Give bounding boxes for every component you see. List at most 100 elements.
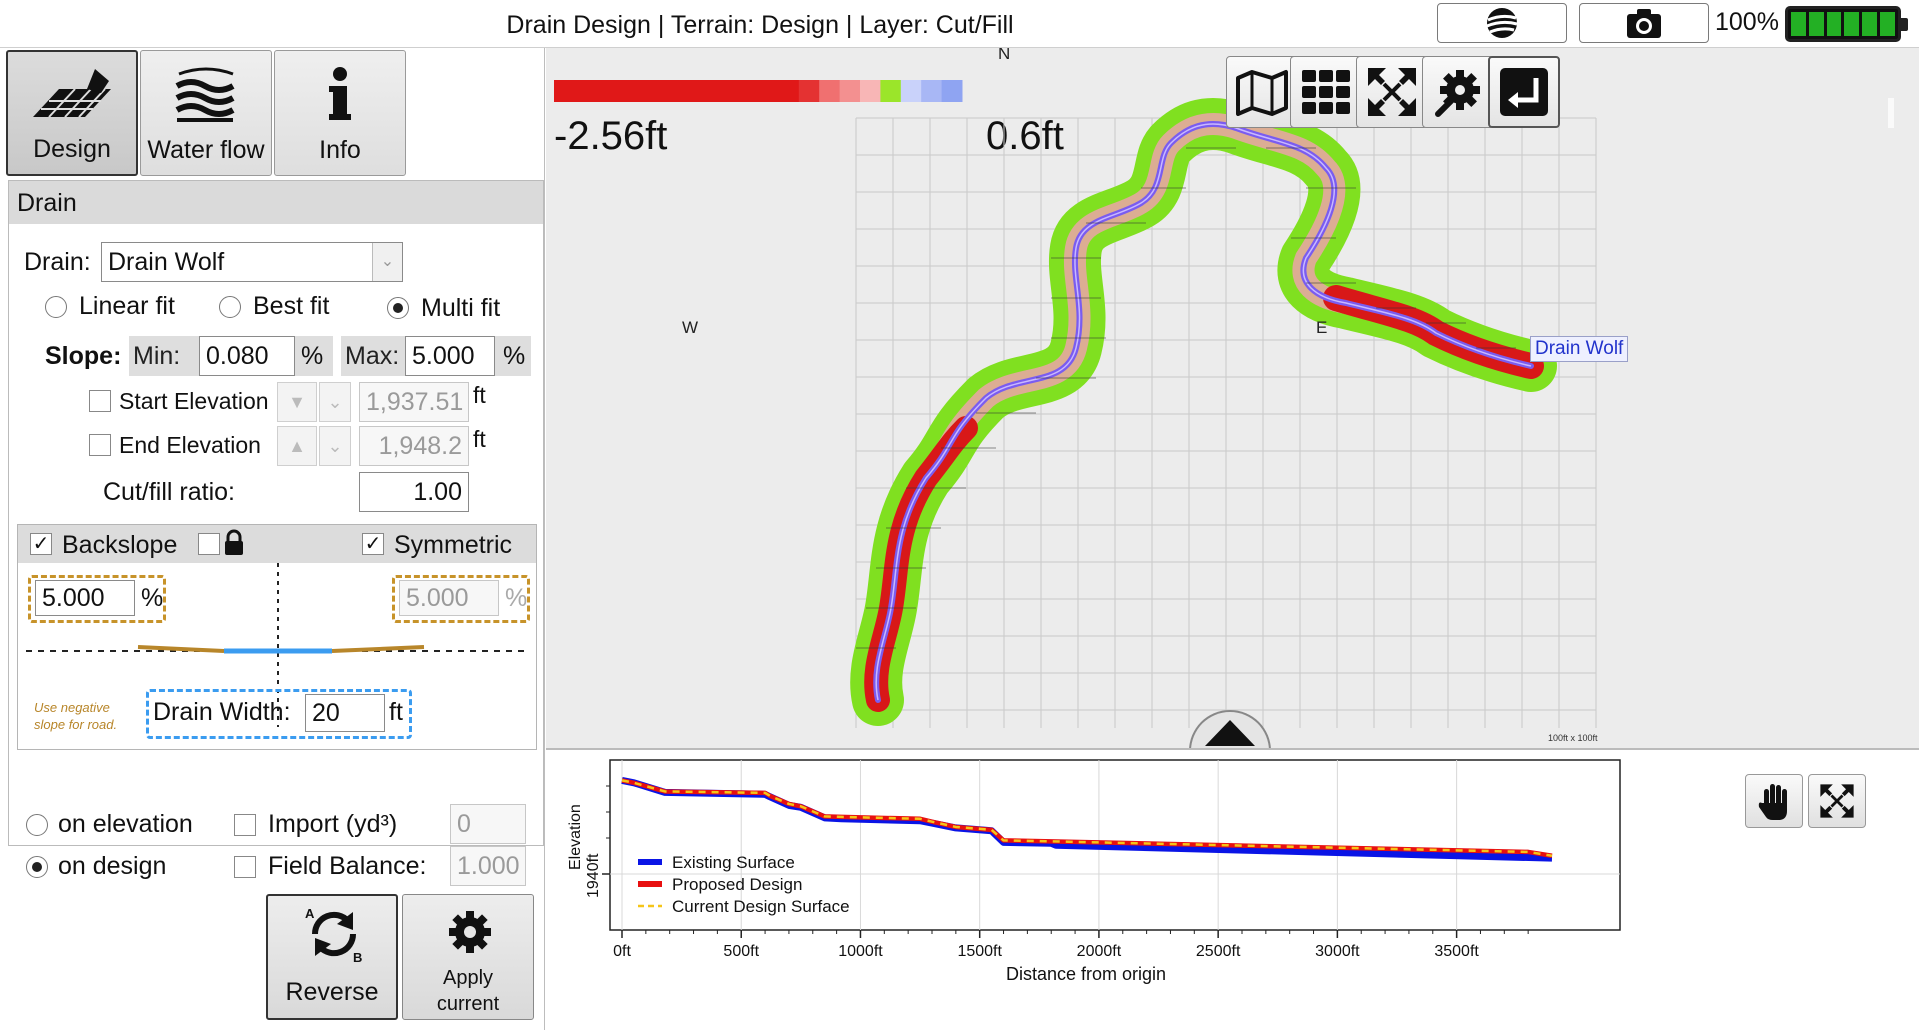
exit-icon	[1500, 68, 1548, 116]
window-title: Drain Design | Terrain: Design | Layer: …	[506, 11, 1014, 39]
cut-fill-label: Cut/fill ratio:	[103, 478, 235, 506]
gear-icon	[449, 911, 491, 953]
globe-icon	[1486, 8, 1518, 38]
grid-icon	[1302, 70, 1350, 114]
slope-min-input[interactable]: 0.080	[199, 336, 295, 376]
on-elevation-radio[interactable]	[26, 814, 48, 836]
multi-fit-radio[interactable]	[387, 297, 409, 319]
map-layer-button[interactable]	[1226, 56, 1298, 128]
start-elevation-down-button[interactable]: ▼	[277, 382, 317, 422]
pan-button[interactable]	[1745, 774, 1803, 828]
map-settings-button[interactable]	[1422, 56, 1494, 128]
tab-label: Info	[319, 136, 361, 164]
fit-extent-button[interactable]	[1356, 56, 1428, 128]
reverse-label: Reverse	[285, 978, 379, 1006]
tab-water-flow[interactable]: Water flow	[140, 50, 272, 176]
tab-label: Water flow	[147, 136, 265, 164]
tab-design[interactable]: Design	[6, 50, 138, 176]
left-backslope-group: 5.000 %	[28, 575, 166, 623]
globe-button[interactable]	[1437, 3, 1567, 43]
legend-swatch	[656, 80, 677, 102]
battery-percent: 100%	[1715, 8, 1779, 36]
triangle-up-icon	[1205, 720, 1255, 746]
tab-info[interactable]: Info	[274, 50, 406, 176]
lock-checkbox[interactable]	[198, 533, 220, 555]
apply-label-line2: current	[436, 993, 500, 1015]
start-elevation-input[interactable]: 1,937.51	[359, 382, 469, 422]
start-elevation-dropdown[interactable]: ⌄	[319, 382, 351, 422]
lock-icon	[225, 529, 243, 555]
best-fit-label: Best fit	[253, 292, 330, 320]
legend-swatch	[900, 80, 922, 102]
apply-current-button[interactable]: Apply current	[402, 894, 534, 1020]
end-elevation-up-button[interactable]: ▲	[277, 426, 317, 466]
drain-width-input[interactable]: 20	[305, 694, 385, 732]
design-grid-icon	[33, 69, 111, 118]
on-design-radio[interactable]	[26, 856, 48, 878]
compass-east: E	[1316, 318, 1328, 337]
end-elevation-dropdown[interactable]: ⌄	[319, 426, 351, 466]
grid-toggle-button[interactable]	[1290, 56, 1362, 128]
legend-swatch	[554, 80, 575, 102]
map-scrollbar[interactable]	[1888, 98, 1894, 128]
battery-icon	[1785, 6, 1908, 42]
field-balance-checkbox[interactable]	[234, 856, 256, 878]
start-elevation-checkbox[interactable]	[89, 390, 111, 412]
slope-min-unit: %	[301, 342, 324, 370]
drain-map-label[interactable]: Drain Wolf	[1530, 336, 1629, 362]
x-tick-label: 3000ft	[1315, 943, 1360, 960]
profile-chart: 0ft 500ft 1000ft 1500ft 2000ft 2500ft 3000ft 35…	[567, 759, 1621, 984]
legend-swatch	[574, 80, 596, 102]
linear-fit-radio[interactable]	[45, 296, 67, 318]
import-input[interactable]: 0	[450, 804, 526, 844]
legend-swatch	[941, 80, 963, 102]
zoom-extent-icon	[1820, 784, 1854, 818]
cut-fill-input[interactable]: 1.00	[359, 472, 469, 512]
legend-entry-2: Proposed Design	[672, 875, 802, 894]
reverse-icon: A B	[305, 906, 362, 964]
right-backslope-input[interactable]: 5.000	[399, 580, 499, 616]
drain-select-value: Drain Wolf	[108, 248, 225, 276]
exit-button[interactable]	[1488, 56, 1560, 128]
legend-swatch	[635, 80, 657, 102]
svg-text:A: A	[305, 906, 315, 921]
series-line-3	[621, 779, 1553, 857]
x-tick-label: 1000ft	[838, 943, 883, 960]
linear-fit-label: Linear fit	[79, 292, 175, 320]
end-elevation-input[interactable]: 1,948.2	[359, 426, 469, 466]
triangle-down-icon: ▼	[288, 391, 306, 412]
chart-zoom-extent-button[interactable]	[1808, 774, 1866, 828]
map-view[interactable]: -2.56ft 0.6ft	[546, 48, 1919, 748]
slope-max-input[interactable]: 5.000	[405, 336, 495, 376]
legend-min-label: -2.56ft	[554, 114, 668, 158]
backslope-checkbox[interactable]: ✓	[30, 533, 52, 555]
profile-panel: 0ft 500ft 1000ft 1500ft 2000ft 2500ft 3000ft 35…	[546, 750, 1919, 1030]
drain-select[interactable]: Drain Wolf ⌄	[101, 242, 403, 282]
chevron-down-icon[interactable]: ⌄	[372, 243, 402, 281]
terrain-map	[850, 98, 1597, 728]
reverse-button[interactable]: A B Reverse	[266, 894, 398, 1020]
left-backslope-input[interactable]: 5.000	[35, 580, 135, 616]
compass-north: N	[998, 48, 1011, 63]
tab-label: Design	[33, 135, 111, 163]
legend-swatch	[819, 80, 841, 102]
import-checkbox[interactable]	[234, 814, 256, 836]
legend-swatch	[676, 80, 698, 102]
field-balance-input[interactable]: 1.000	[450, 846, 526, 886]
camera-button[interactable]	[1579, 3, 1709, 43]
camera-icon	[1627, 9, 1661, 38]
slope-max-unit: %	[503, 342, 526, 370]
x-tick-label: 1500ft	[957, 943, 1002, 960]
svg-text:B: B	[353, 950, 362, 964]
legend-swatch	[921, 80, 943, 102]
end-elevation-checkbox[interactable]	[89, 434, 111, 456]
legend-swatch	[717, 80, 739, 102]
end-elevation-unit: ft	[473, 426, 486, 452]
map-grid	[855, 117, 1597, 728]
symmetric-checkbox[interactable]: ✓	[362, 533, 384, 555]
cross-section-diagram	[26, 563, 530, 727]
best-fit-radio[interactable]	[219, 296, 241, 318]
left-backslope-unit: %	[141, 584, 164, 612]
y-axis-label: Elevation	[567, 804, 584, 870]
